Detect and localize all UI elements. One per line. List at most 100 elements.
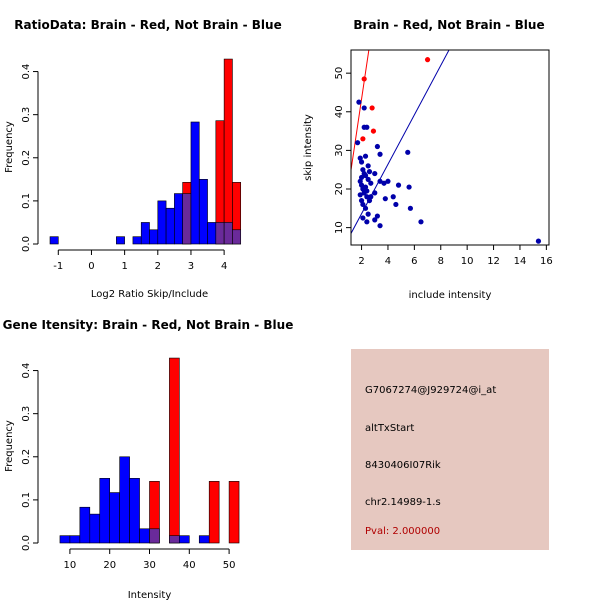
chart1-bar-not-brain — [149, 229, 159, 245]
chart2-point-not-brain — [385, 178, 391, 184]
event-type-text: altTxStart — [365, 423, 415, 434]
chart3-y-tick-label: 0.4 — [21, 363, 32, 379]
chart2-point-brain — [424, 57, 431, 63]
chart3-y-tick-label: 0.0 — [21, 535, 32, 551]
chart1-bar-overlap — [223, 222, 233, 245]
chart2-point-not-brain — [393, 201, 399, 208]
chart2-point-not-brain — [366, 169, 373, 175]
chart2-x-tick-label: 4 — [385, 256, 391, 267]
chart2-plot-area — [351, 50, 542, 244]
chart2-point-not-brain — [356, 99, 362, 105]
chart2-point-not-brain — [377, 178, 383, 184]
chart2-point-not-brain — [395, 182, 402, 188]
chart3-bar-not-brain — [139, 528, 150, 544]
chart2-point-not-brain — [374, 213, 380, 219]
chart2-x-tick-label: 2 — [358, 256, 364, 267]
chart2-point-not-brain — [364, 219, 370, 225]
chart3-y-tick-label: 0.3 — [21, 406, 32, 422]
chart2-point-not-brain — [372, 170, 378, 177]
chart2-x-tick-label: 12 — [487, 256, 500, 267]
chart2-x-tick-label: 6 — [411, 256, 417, 267]
chart2-point-not-brain — [358, 159, 365, 165]
chart2-y-tick-label: 50 — [334, 67, 345, 80]
chart2-y-axis-label: skip intensity — [303, 114, 314, 181]
chart2-y-tick-label: 20 — [334, 183, 345, 196]
chart1-bar-overlap — [182, 193, 192, 245]
chart2-x-axis-label: include intensity — [409, 290, 492, 301]
chart2-point-not-brain — [377, 223, 383, 229]
chart3-x-tick-label: 30 — [143, 560, 156, 571]
chart1-y-axis-label: Frequency — [4, 121, 15, 173]
chart1-x-tick-label: 4 — [221, 261, 227, 272]
chart1-x-tick-label: 0 — [88, 261, 94, 272]
chart2-x-tick-label: 10 — [461, 256, 474, 267]
chart1-bar-not-brain — [140, 222, 150, 245]
chart2-title: Brain - Red, Not Brain - Blue — [353, 18, 544, 32]
chart2-point-not-brain — [374, 143, 380, 150]
chart2-point-not-brain — [382, 196, 388, 202]
chart3-bar-not-brain — [109, 492, 120, 544]
chart3-bar-brain — [228, 481, 240, 544]
chart3-bar-not-brain — [89, 513, 101, 544]
chart2-point-not-brain — [372, 190, 378, 196]
chart2-point-not-brain — [360, 201, 366, 208]
chart2-point-not-brain — [535, 238, 542, 244]
chart2-point-not-brain — [407, 205, 413, 211]
chart1-bar-not-brain — [157, 200, 167, 245]
chart3-bar-not-brain — [179, 535, 190, 544]
chart3-x-tick-label: 20 — [103, 560, 116, 571]
chart3-x-axis-label: Intensity — [128, 590, 172, 600]
chart2-point-not-brain — [361, 190, 367, 196]
chart2-plot-frame — [350, 49, 550, 246]
chart1-title: RatioData: Brain - Red, Not Brain - Blue — [14, 18, 281, 32]
chart3-bar-not-brain — [79, 506, 91, 544]
chart3-bar-overlap — [169, 535, 180, 544]
chart2-point-not-brain — [365, 176, 371, 182]
chart1-y-tick-label: 0.0 — [21, 236, 32, 252]
chart2-y-tick-label: 10 — [334, 221, 345, 234]
chart2-point-not-brain — [357, 192, 363, 198]
chart3-bar-brain — [169, 357, 180, 544]
chart3-bar-brain — [208, 481, 220, 544]
chart3-bar-overlap — [149, 528, 160, 544]
chart2-point-not-brain — [368, 180, 374, 186]
chart2-point-not-brain — [372, 217, 378, 223]
chart1-x-tick-label: 3 — [188, 261, 194, 272]
pval-text: Pval: 2.000000 — [365, 526, 441, 537]
chart3-bar-not-brain — [198, 535, 210, 544]
chart2-point-not-brain — [361, 105, 367, 111]
chart3-y-tick-label: 0.2 — [21, 449, 32, 465]
chart1-y-tick-label: 0.4 — [21, 64, 32, 80]
chart2-point-brain — [369, 105, 375, 111]
chart1-y-tick-label: 0.3 — [21, 107, 32, 123]
chart2-point-brain — [361, 76, 367, 82]
chart1-bar-not-brain — [165, 207, 175, 245]
chart2-point-not-brain — [406, 184, 412, 190]
chart1-bar-not-brain — [207, 222, 217, 245]
chart3-y-tick-label: 0.1 — [21, 492, 32, 508]
chart3-bar-not-brain — [69, 535, 81, 544]
chart1-bar-not-brain — [198, 179, 208, 245]
chart2-point-not-brain — [362, 172, 369, 179]
chart1-y-tick-label: 0.2 — [21, 150, 32, 166]
chart2-point-not-brain — [390, 194, 396, 200]
chart3-bar-not-brain — [59, 535, 71, 544]
chart1-bar-not-brain — [132, 236, 142, 245]
cluster-id-text: chr2.14989-1.s — [365, 497, 441, 508]
chart2-point-not-brain — [364, 124, 370, 130]
chart2-fit-line-not-brain — [351, 50, 450, 234]
chart2-point-not-brain — [365, 211, 371, 217]
chart2-x-tick-label: 16 — [540, 256, 553, 267]
chart2-point-not-brain — [364, 194, 370, 200]
chart3-y-axis-label: Frequency — [4, 420, 15, 472]
chart1-y-tick-label: 0.1 — [21, 193, 32, 209]
chart2-point-brain — [360, 136, 366, 142]
chart2-point-not-brain — [377, 151, 383, 157]
chart1-bar-not-brain — [49, 236, 59, 245]
chart3-bar-not-brain — [119, 456, 130, 544]
chart3-bar-not-brain — [99, 478, 110, 544]
chart2-point-not-brain — [362, 153, 369, 159]
chart2-point-not-brain — [355, 140, 361, 146]
